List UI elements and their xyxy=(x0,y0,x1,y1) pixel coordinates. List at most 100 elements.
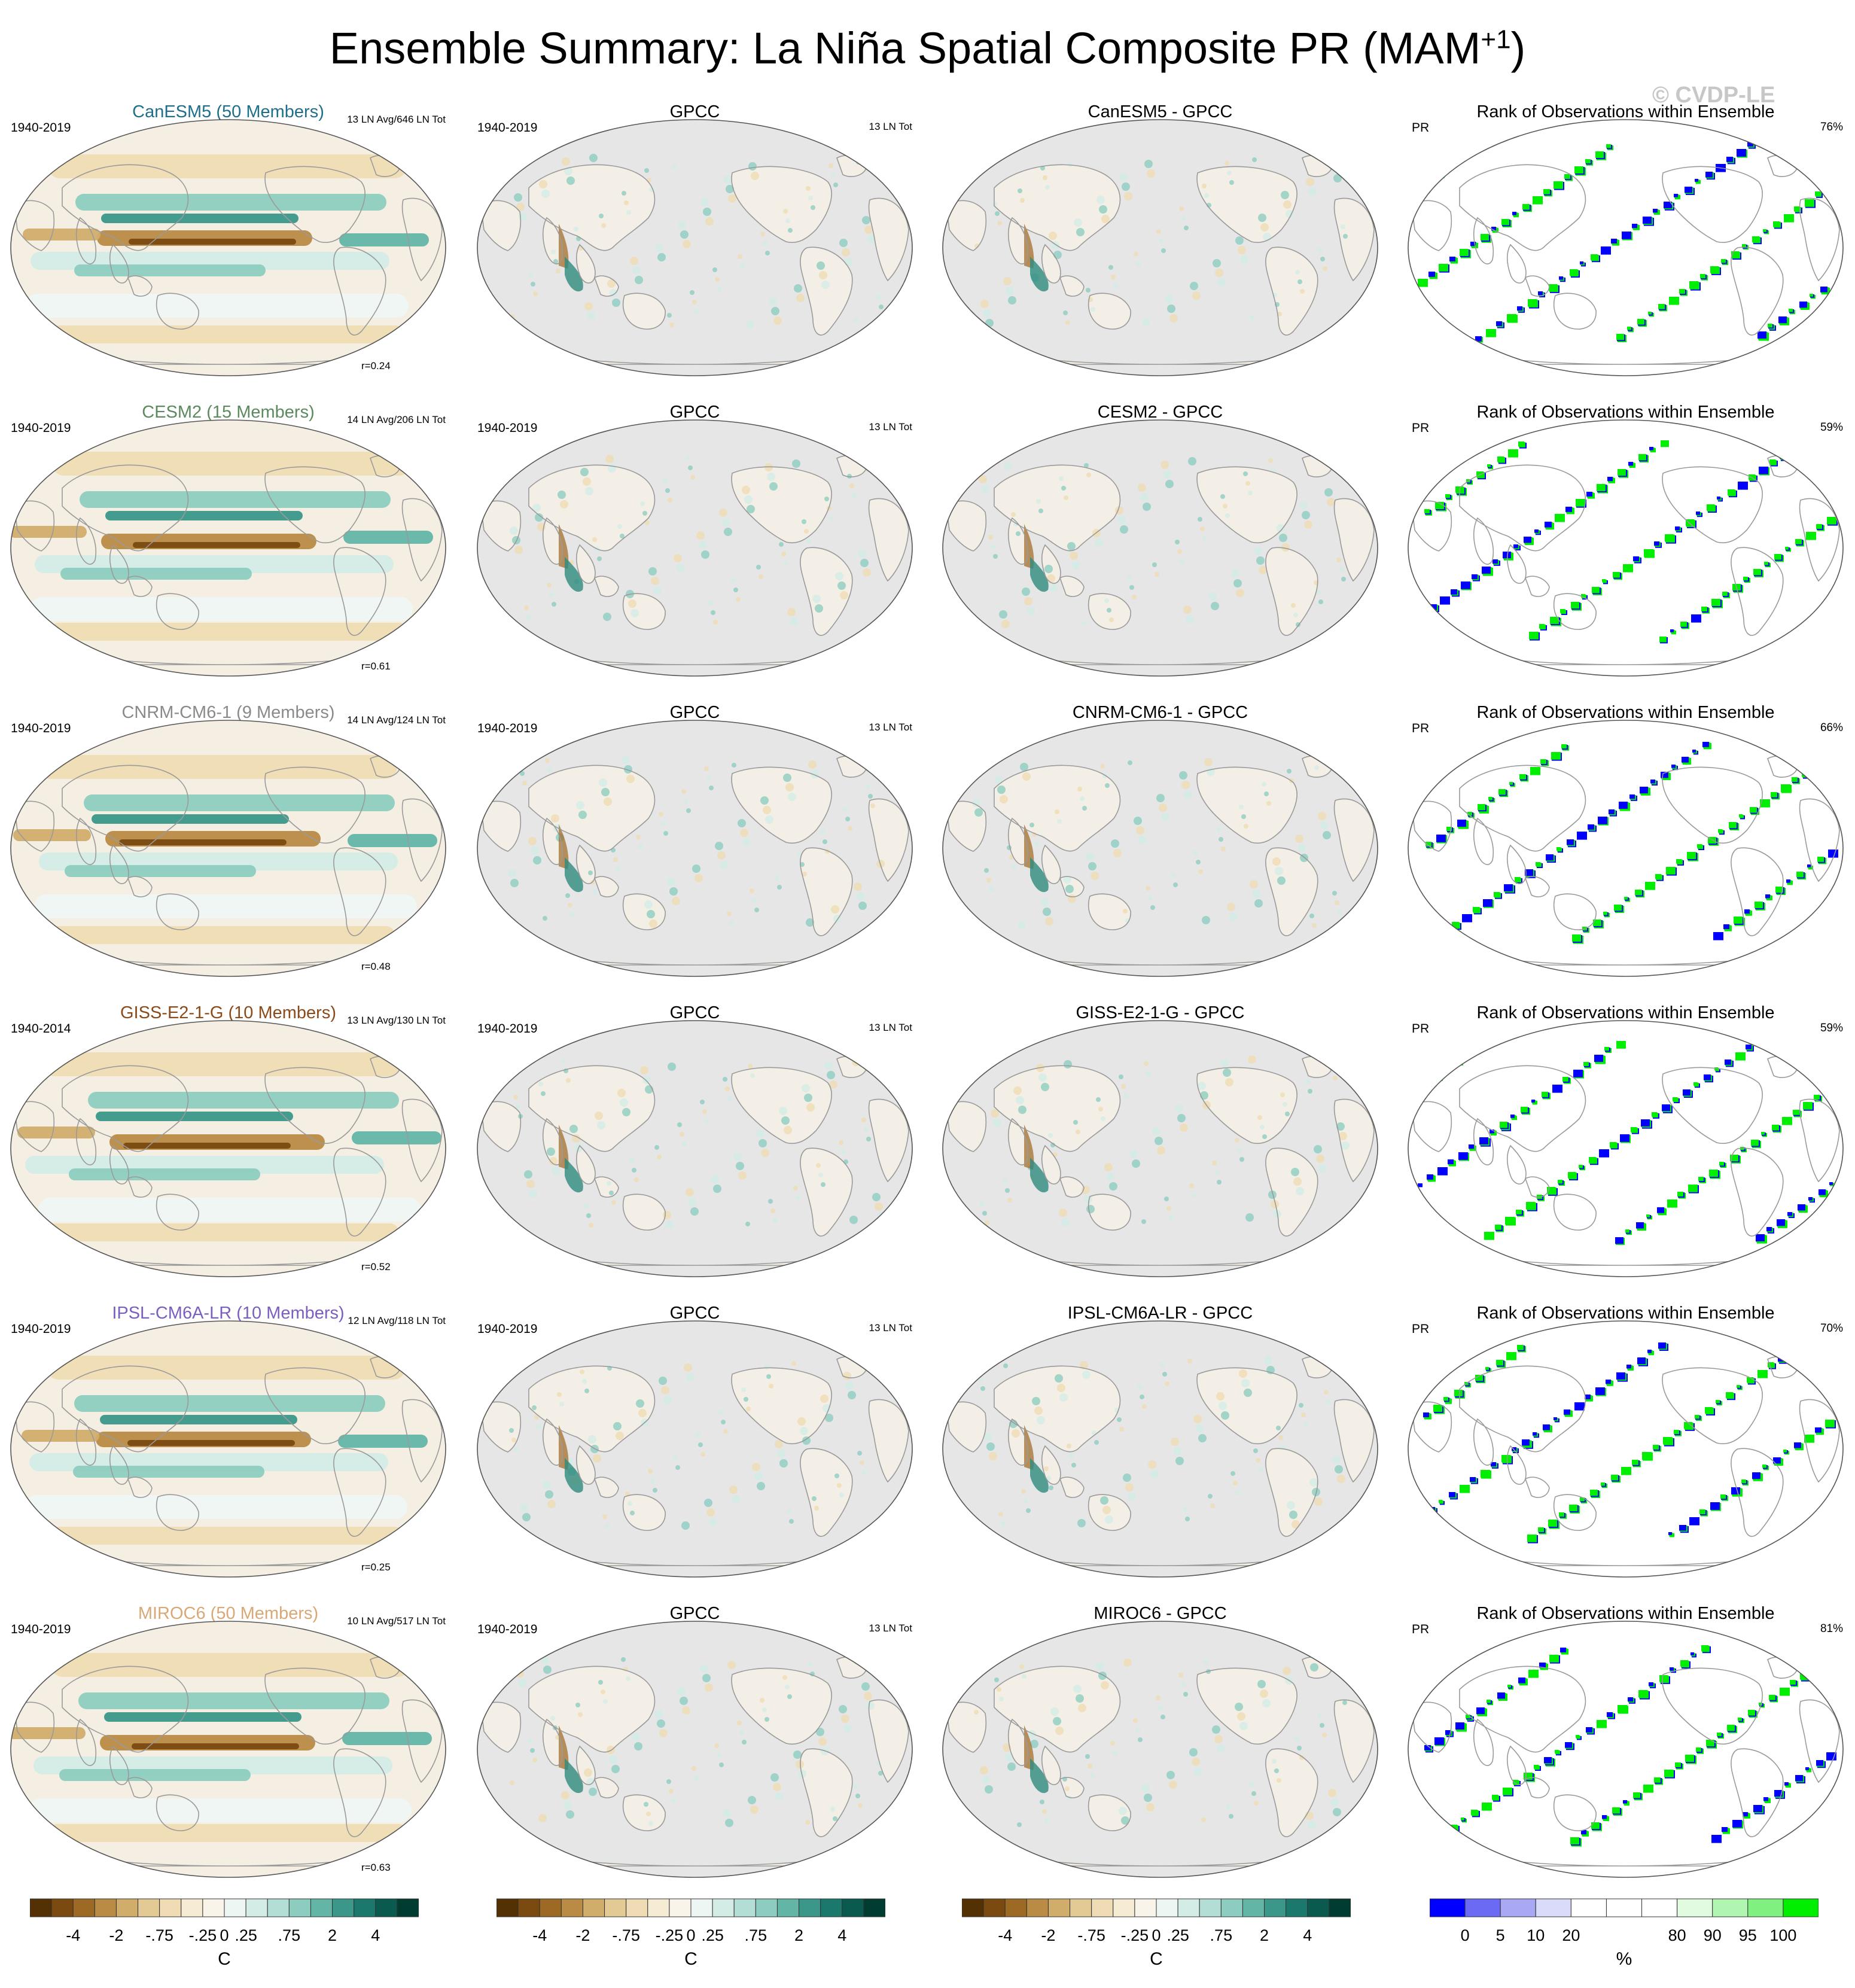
colorbar-swatch xyxy=(961,1898,984,1917)
colorbar-tick-label: .75 xyxy=(744,1926,767,1944)
colorbar-tick-label: .25 xyxy=(234,1926,257,1944)
colorbar-swatch xyxy=(202,1898,225,1917)
period-label: 1940-2019 xyxy=(477,1022,538,1036)
ln-count-label: 10 LN Avg/517 LN Tot xyxy=(347,1615,446,1627)
colorbar-swatch xyxy=(288,1898,311,1917)
watermark: © CVDP-LE xyxy=(1652,83,1775,108)
ln-count-label: 13 LN Tot xyxy=(869,421,912,433)
rank-percent: 70% xyxy=(1820,1322,1843,1335)
colorbar-swatches xyxy=(1429,1898,1819,1917)
colorbar-swatch xyxy=(1242,1898,1265,1917)
colorbar-tick-label: -.75 xyxy=(145,1926,173,1944)
rank-variable: PR xyxy=(1412,1022,1430,1036)
rank-title: Rank of Observations within Ensemble xyxy=(1476,403,1775,422)
obs-title: GPCC xyxy=(669,1003,720,1022)
colorbar-swatch xyxy=(1783,1898,1819,1917)
colorbar-swatch xyxy=(647,1898,670,1917)
panel-model-3: GISS-E2-1-G (10 Members) 1940-2014 13 LN A… xyxy=(8,1003,448,1284)
obs-title: GPCC xyxy=(669,703,720,722)
period-label: 1940-2014 xyxy=(11,1022,71,1036)
colorbar-swatch xyxy=(776,1898,800,1917)
ln-count-label: 13 LN Tot xyxy=(869,721,912,733)
colorbar-swatch xyxy=(1429,1898,1466,1917)
panel-diff-1: CESM2 - GPCC xyxy=(940,402,1380,683)
colorbar-swatch xyxy=(1570,1898,1607,1917)
colorbar-swatch xyxy=(1134,1898,1157,1917)
panel-model-4: IPSL-CM6A-LR (10 Members) 1940-2019 12 LN … xyxy=(8,1303,448,1584)
rank-percent: 66% xyxy=(1820,721,1843,734)
diff-title: CNRM-CM6-1 - GPCC xyxy=(1072,703,1248,722)
period-label: 1940-2019 xyxy=(477,421,538,435)
colorbar-tick-label: 4 xyxy=(837,1926,847,1944)
colorbar-tick-label: 2 xyxy=(1260,1926,1269,1944)
map-obs xyxy=(477,1621,913,1878)
model-title: CanESM5 (50 Members) xyxy=(132,102,324,121)
ln-count-label: 13 LN Tot xyxy=(869,121,912,132)
colorbar-swatch xyxy=(375,1898,398,1917)
diff-title: GISS-E2-1-G - GPCC xyxy=(1076,1003,1245,1022)
panel-obs-3: GPCC 1940-2019 13 LN Tot xyxy=(475,1003,915,1284)
colorbar-tick-label: -.25 xyxy=(1120,1926,1149,1944)
colorbar-tick-label: 100 xyxy=(1769,1926,1797,1944)
colorbar-swatch xyxy=(181,1898,203,1917)
colorbar-swatch xyxy=(582,1898,605,1917)
panel-diff-2: CNRM-CM6-1 - GPCC xyxy=(940,702,1380,984)
colorbar-unit: C xyxy=(218,1949,231,1969)
page-title: Ensemble Summary: La Niña Spatial Compos… xyxy=(329,23,1526,73)
pattern-correlation: r=0.25 xyxy=(361,1561,391,1573)
colorbar-swatch xyxy=(1070,1898,1092,1917)
colorbar-swatch xyxy=(1464,1898,1501,1917)
colorbar-tick-label: 80 xyxy=(1668,1926,1686,1944)
map-obs xyxy=(477,119,913,376)
colorbar-tick-label: -.25 xyxy=(655,1926,684,1944)
colorbar-swatch xyxy=(1535,1898,1571,1917)
rank-title: Rank of Observations within Ensemble xyxy=(1476,1003,1775,1022)
colorbar-swatches xyxy=(961,1898,1351,1917)
pattern-correlation: r=0.61 xyxy=(361,660,391,672)
colorbar-swatch xyxy=(626,1898,648,1917)
colorbar-swatch xyxy=(604,1898,627,1917)
map-diff xyxy=(942,720,1378,977)
panel-model-5: MIROC6 (50 Members) 1940-2019 10 LN Avg/51… xyxy=(8,1603,448,1885)
ln-count-label: 13 LN Tot xyxy=(869,1622,912,1634)
panel-model-0: CanESM5 (50 Members) 1940-2019 13 LN Avg/6… xyxy=(8,102,448,383)
ln-count-label: 12 LN Avg/118 LN Tot xyxy=(348,1315,446,1326)
period-label: 1940-2019 xyxy=(11,1322,71,1336)
model-title: CNRM-CM6-1 (9 Members) xyxy=(121,703,335,722)
map-rank xyxy=(1408,1020,1844,1277)
colorbar-swatch xyxy=(1307,1898,1330,1917)
rank-variable: PR xyxy=(1412,1322,1430,1336)
colorbar-anomaly-3: -4 -2 -.75 -.25 0 .25 .75 2 4 C xyxy=(961,1898,1351,1975)
period-label: 1940-2019 xyxy=(477,721,538,735)
colorbar-unit: C xyxy=(1150,1949,1163,1969)
colorbar-tick-label: -2 xyxy=(109,1926,124,1944)
map-rank xyxy=(1408,119,1844,376)
colorbar-tick-label: -4 xyxy=(998,1926,1013,1944)
panel-diff-3: GISS-E2-1-G - GPCC xyxy=(940,1003,1380,1284)
colorbar-swatch xyxy=(1199,1898,1222,1917)
colorbar-swatches xyxy=(496,1898,886,1917)
panel-diff-0: CanESM5 - GPCC xyxy=(940,102,1380,383)
colorbar-swatch xyxy=(29,1898,52,1917)
period-label: 1940-2019 xyxy=(477,1322,538,1336)
colorbar-swatch xyxy=(755,1898,778,1917)
period-label: 1940-2019 xyxy=(11,121,71,135)
colorbar-tick-label: -.75 xyxy=(612,1926,640,1944)
map-diff xyxy=(942,1621,1378,1878)
panel-rank-1: Rank of Observations within Ensemble PR 59… xyxy=(1406,402,1845,683)
colorbar-tick-label: 20 xyxy=(1562,1926,1580,1944)
colorbar-swatch xyxy=(138,1898,160,1917)
rank-variable: PR xyxy=(1412,421,1430,435)
colorbar-rank: 0 5 10 20 80 90 95 100% xyxy=(1429,1898,1819,1975)
colorbar-tick-label: 0 xyxy=(1460,1926,1470,1944)
diff-title: CESM2 - GPCC xyxy=(1097,403,1223,422)
panel-diff-4: IPSL-CM6A-LR - GPCC xyxy=(940,1303,1380,1584)
colorbar-swatch xyxy=(397,1898,419,1917)
rank-percent: 81% xyxy=(1820,1622,1843,1635)
map-model xyxy=(10,1320,446,1578)
obs-title: GPCC xyxy=(669,1304,720,1323)
colorbar-swatch xyxy=(983,1898,1006,1917)
rank-percent: 76% xyxy=(1820,121,1843,133)
map-model xyxy=(10,119,446,376)
colorbar-swatch xyxy=(1500,1898,1536,1917)
